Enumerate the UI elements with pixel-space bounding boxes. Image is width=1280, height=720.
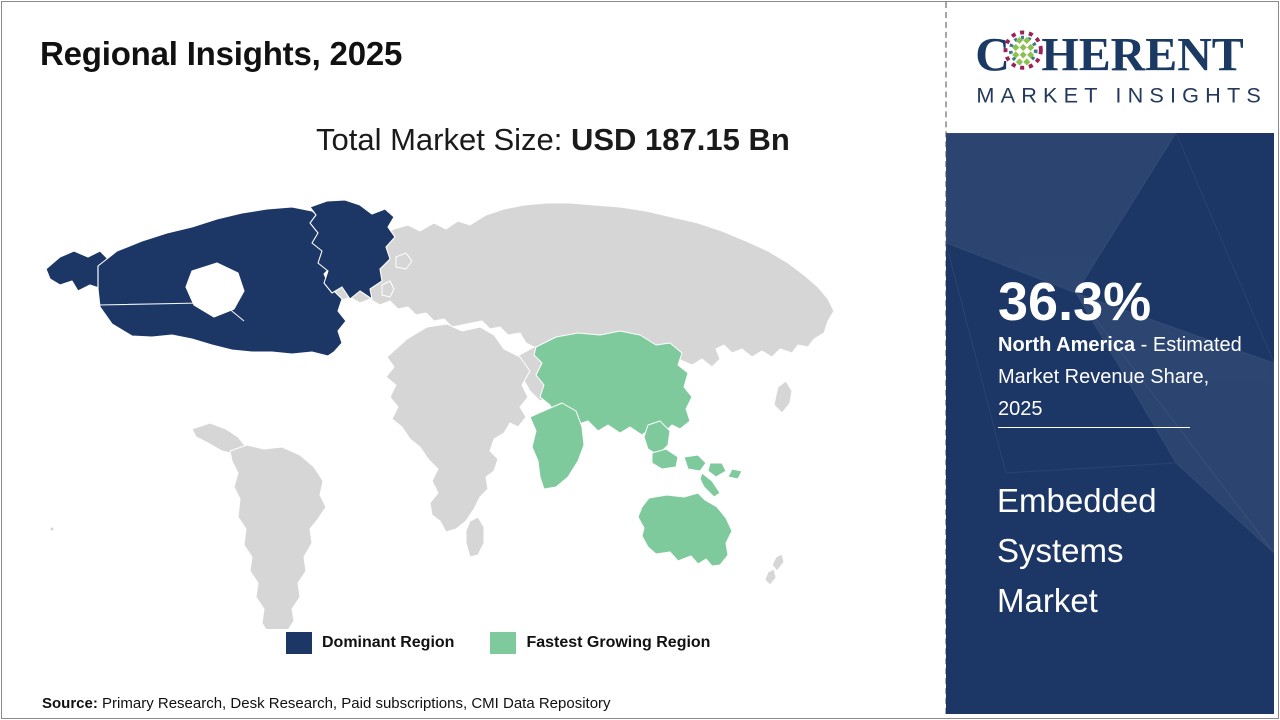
svg-text:C: C [975, 29, 1010, 82]
svg-text:HERENT: HERENT [1041, 29, 1243, 82]
svg-text:MARKET INSIGHTS: MARKET INSIGHTS [976, 83, 1267, 108]
